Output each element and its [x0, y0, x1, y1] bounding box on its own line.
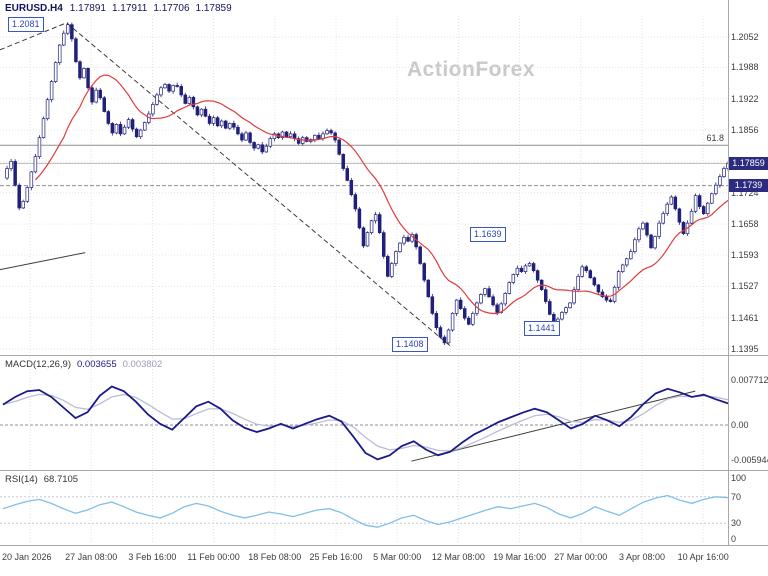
watermark: ActionForex [407, 58, 536, 81]
fibonacci-618-label: 61.8 [706, 133, 724, 144]
time-axis-label: 11 Feb 00:00 [187, 552, 240, 562]
time-axis-label: 27 Jan 08:00 [65, 552, 118, 562]
rsi-indicator-label: RSI(14) 68.7105 [5, 474, 78, 485]
symbol-timeframe-label: EURUSD.H4 [5, 3, 63, 14]
time-axis-label: 5 Mar 00:00 [373, 552, 422, 562]
time-axis-label: 20 Jan 2026 [2, 552, 52, 562]
moving-average-line[interactable] [34, 74, 729, 315]
rsi-axis-label: 70 [731, 491, 742, 502]
ohlc-high: 1.17911 [111, 3, 148, 14]
macd-indicator-label: MACD(12,26,9) 0.003655 0.003802 [5, 359, 162, 370]
price-axis-label: 1.1658 [731, 219, 759, 230]
panel-separator [0, 545, 768, 546]
rsi-name: RSI(14) [5, 474, 38, 485]
time-axis-label: 3 Feb 16:00 [128, 552, 177, 562]
swing-price-flag[interactable]: 1.1441 [524, 321, 560, 337]
price-axis-border [728, 0, 729, 545]
price-axis-label: 1.1724 [731, 187, 759, 198]
price-axis-label: 1.1922 [731, 93, 759, 104]
time-axis-label: 27 Mar 00:00 [554, 552, 608, 562]
candlestick-series[interactable] [5, 22, 730, 346]
rsi-axis-label: 30 [731, 518, 742, 529]
chart-header: EURUSD.H4 1.17891 1.17911 1.17706 1.17859 [5, 3, 238, 14]
macd-axis-label: 0.00 [731, 420, 749, 430]
price-axis-label: 1.1988 [731, 62, 759, 73]
price-axis-label: 1.1395 [731, 344, 759, 354]
rsi-line [2, 494, 729, 528]
support-level-price-tag[interactable]: 1.1739 [729, 179, 768, 193]
price-axis-label: 1.1461 [731, 312, 759, 323]
rsi-value: 68.7105 [43, 474, 79, 485]
swing-price-flag[interactable]: 1.1408 [392, 336, 428, 352]
time-axis-label: 25 Feb 16:00 [309, 552, 363, 562]
ohlc-close: 1.17859 [195, 3, 232, 14]
price-axis-label: 1.2052 [731, 32, 759, 42]
macd-trendline[interactable] [411, 390, 696, 462]
price-axis-label: 1.1856 [731, 125, 759, 136]
macd-value: 0.003655 [77, 359, 117, 370]
rsi-axis-label: 100 [731, 473, 747, 483]
macd-axis-label: 0.007712 [731, 375, 768, 385]
time-axis-label: 3 Apr 08:00 [618, 552, 666, 562]
price-axis-label: 1.1527 [731, 281, 759, 292]
ohlc-low: 1.17706 [153, 3, 190, 14]
price-axis-label: 1.1593 [731, 249, 759, 260]
swing-price-flag[interactable]: 1.1639 [470, 227, 506, 243]
time-axis-label: 19 Mar 16:00 [493, 552, 547, 562]
ohlc-open: 1.17891 [69, 3, 106, 14]
macd-signal-line [2, 393, 729, 452]
macd-axis-label: -0.005944 [731, 454, 768, 465]
macd-name: MACD(12,26,9) [5, 359, 71, 370]
time-axis-label: 12 Mar 08:00 [431, 552, 485, 562]
descending-channel-line[interactable] [66, 22, 451, 347]
time-axis-label: 10 Apr 16:00 [677, 552, 729, 562]
panel-separator[interactable] [0, 355, 768, 356]
rsi-axis-label: 0 [731, 534, 737, 544]
current-price-tag[interactable]: 1.17859 [729, 156, 768, 170]
left-support-line[interactable] [0, 252, 86, 271]
apex-left-line[interactable] [0, 22, 66, 51]
swing-price-flag[interactable]: 1.2081 [8, 17, 44, 33]
time-axis-label: 18 Feb 08:00 [248, 552, 302, 562]
macd-signal-value: 0.003802 [122, 359, 163, 370]
macd-line [2, 385, 729, 461]
panel-separator[interactable] [0, 470, 768, 471]
